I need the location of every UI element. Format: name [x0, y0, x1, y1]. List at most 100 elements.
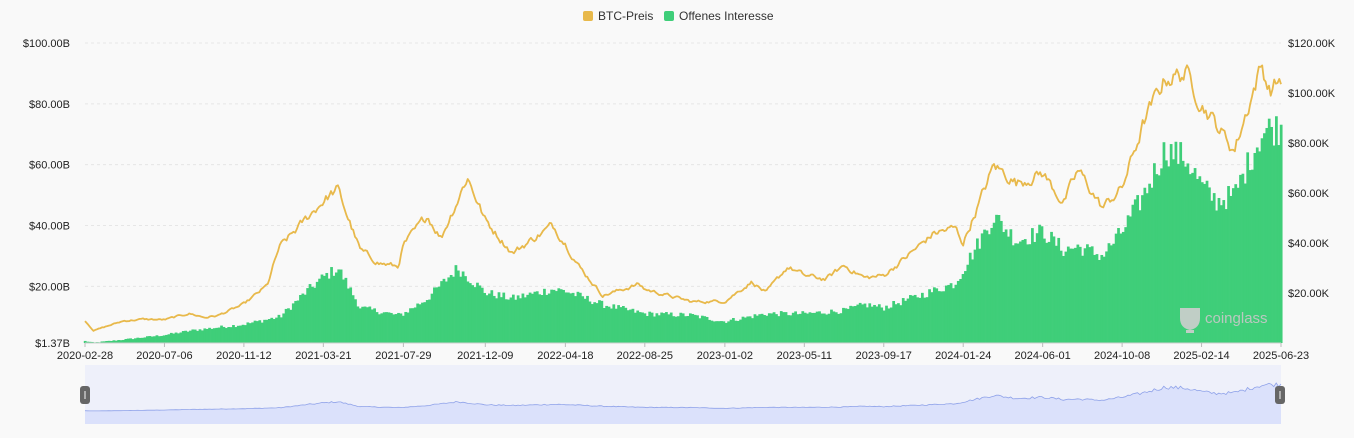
- open-interest-bar: [248, 323, 252, 343]
- open-interest-bar: [1200, 182, 1204, 343]
- open-interest-bar: [622, 306, 625, 343]
- open-interest-bar: [119, 340, 123, 343]
- open-interest-bar: [208, 327, 211, 343]
- open-interest-bar: [1150, 187, 1154, 343]
- open-interest-bar: [665, 312, 668, 343]
- open-interest-bar: [712, 321, 716, 343]
- y-right-tick-label: $80.00K: [1288, 138, 1330, 150]
- legend-item-btc-price[interactable]: BTC-Preis: [583, 9, 653, 23]
- open-interest-bar: [956, 280, 960, 343]
- legend-item-open-interest[interactable]: Offenes Interesse: [664, 9, 774, 23]
- open-interest-bar: [1040, 226, 1044, 343]
- open-interest-bar: [614, 308, 618, 343]
- x-tick-label: 2025-06-23: [1253, 350, 1309, 362]
- open-interest-bar: [913, 294, 917, 343]
- open-interest-bar: [191, 329, 195, 343]
- open-interest-bar: [624, 307, 628, 343]
- open-interest-bar: [229, 327, 233, 343]
- open-interest-bar: [861, 304, 864, 343]
- open-interest-bar: [375, 312, 379, 343]
- open-interest-bar: [272, 319, 276, 343]
- open-interest-bar: [1098, 259, 1101, 343]
- y-left-tick-label: $80.00B: [29, 99, 70, 111]
- open-interest-bar: [925, 297, 929, 343]
- open-interest-bar: [959, 278, 963, 343]
- open-interest-bar: [626, 310, 630, 343]
- open-interest-bar: [181, 331, 185, 343]
- open-interest-bar: [346, 288, 350, 343]
- open-interest-bar: [758, 314, 762, 343]
- open-interest-bar: [241, 324, 245, 343]
- open-interest-bar: [765, 315, 769, 343]
- open-interest-bar: [117, 340, 121, 343]
- open-interest-bar: [1117, 228, 1120, 343]
- open-interest-bar: [729, 319, 733, 343]
- y-axis-right: $20.00K $40.00K $60.00K $80.00K $100.00K $120…: [1288, 38, 1336, 300]
- open-interest-bar: [318, 278, 321, 343]
- open-interest-bar: [1102, 256, 1106, 343]
- open-interest-bar: [1114, 233, 1118, 343]
- open-interest-bar: [703, 316, 707, 343]
- open-interest-bar: [968, 252, 972, 343]
- open-interest-bar: [105, 340, 109, 343]
- open-interest-bar: [1145, 193, 1149, 343]
- open-interest-bar: [514, 299, 518, 343]
- open-interest-bar: [1100, 254, 1104, 343]
- open-interest-bar: [358, 308, 362, 343]
- grid: [85, 42, 1281, 287]
- open-interest-bar: [976, 238, 979, 343]
- open-interest-bar: [404, 311, 408, 343]
- open-interest-bar: [1176, 163, 1180, 343]
- y-axis-left: $1.37B $20.00B $40.00B $60.00B $80.00B $100.0…: [23, 38, 70, 350]
- open-interest-bar: [1028, 244, 1032, 343]
- open-interest-bar: [595, 303, 599, 343]
- open-interest-bar: [399, 313, 403, 343]
- legend-label-btc-price: BTC-Preis: [598, 9, 653, 23]
- open-interest-bar: [1021, 239, 1025, 343]
- open-interest-bar: [488, 293, 491, 343]
- open-interest-bar: [732, 317, 735, 343]
- open-interest-bar: [1105, 251, 1108, 343]
- open-interest-bar: [299, 295, 302, 343]
- open-interest-bar: [863, 303, 867, 343]
- open-interest-bar: [966, 264, 970, 343]
- open-interest-bar: [590, 304, 594, 343]
- x-tick-label: 2021-12-09: [457, 350, 513, 362]
- open-interest-bar: [954, 284, 958, 343]
- open-interest-bar: [354, 299, 357, 343]
- open-interest-bar: [411, 308, 415, 343]
- open-interest-bar: [1172, 159, 1175, 343]
- open-interest-bar: [973, 249, 977, 343]
- coinglass-logo-icon: [1180, 308, 1200, 333]
- navigator-handle-right[interactable]: [1275, 386, 1285, 404]
- open-interest-bar: [911, 295, 915, 343]
- open-interest-bar: [684, 316, 687, 343]
- range-navigator[interactable]: [80, 365, 1285, 424]
- open-interest-bar: [1167, 166, 1171, 343]
- open-interest-bar: [289, 309, 293, 343]
- open-interest-bar: [669, 312, 673, 343]
- open-interest-bar: [1069, 248, 1073, 343]
- open-interest-bar: [641, 312, 644, 343]
- open-interest-bar: [308, 284, 312, 343]
- open-interest-bar: [952, 288, 955, 343]
- y-right-tick-label: $40.00K: [1288, 238, 1330, 250]
- open-interest-bar: [705, 316, 709, 343]
- open-interest-bar: [114, 340, 118, 343]
- open-interest-bar: [1083, 248, 1087, 343]
- open-interest-bar: [543, 288, 546, 343]
- open-interest-bar: [1236, 187, 1240, 343]
- open-interest-bar: [827, 313, 831, 343]
- open-interest-bar: [203, 328, 207, 343]
- open-interest-bar: [1160, 168, 1163, 343]
- navigator-handle-left[interactable]: [80, 386, 90, 404]
- open-interest-bar: [727, 321, 730, 343]
- open-interest-bar: [363, 306, 367, 343]
- x-tick-label: 2023-09-17: [856, 350, 912, 362]
- open-interest-bar: [476, 282, 479, 343]
- open-interest-bar: [387, 312, 391, 343]
- open-interest-bar: [600, 300, 604, 343]
- open-interest-bar: [1210, 200, 1214, 343]
- open-interest-bar: [449, 275, 453, 343]
- open-interest-area: [83, 116, 1283, 343]
